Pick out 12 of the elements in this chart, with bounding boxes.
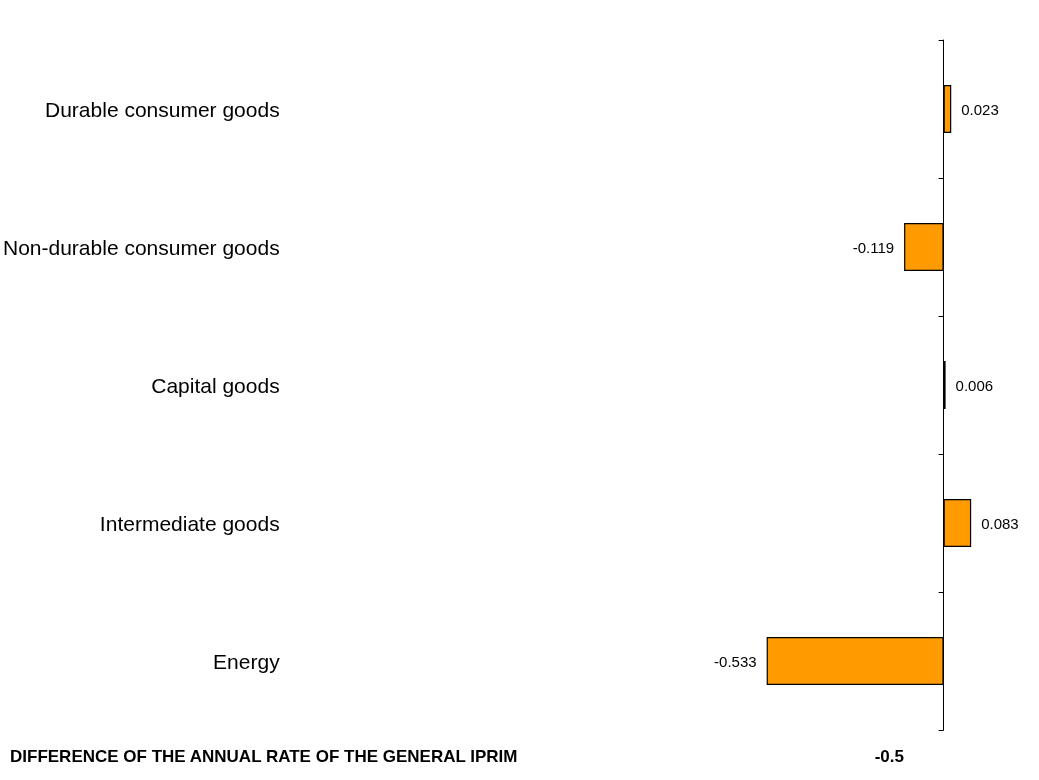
text: DIFFERENCE OF THE ANNUAL RATE OF THE GENERAL IPRIM: [10, 747, 518, 766]
y-tick-label: Durable consumer goods: [45, 97, 280, 121]
y-tick-label: Intermediate goods: [99, 511, 280, 535]
data-label: 0.006: [955, 376, 994, 394]
text: -0.5: [874, 747, 904, 766]
y-tick-label: Non-durable consumer goods: [2, 235, 280, 259]
y-tick-label: Energy: [213, 649, 281, 673]
data-label: 0.083: [981, 514, 1019, 532]
data-label: -0.119: [852, 238, 895, 256]
data-label: 0.023: [961, 100, 999, 118]
data-label: -0.533: [714, 652, 757, 670]
y-tick-label: Capital goods: [151, 373, 280, 397]
